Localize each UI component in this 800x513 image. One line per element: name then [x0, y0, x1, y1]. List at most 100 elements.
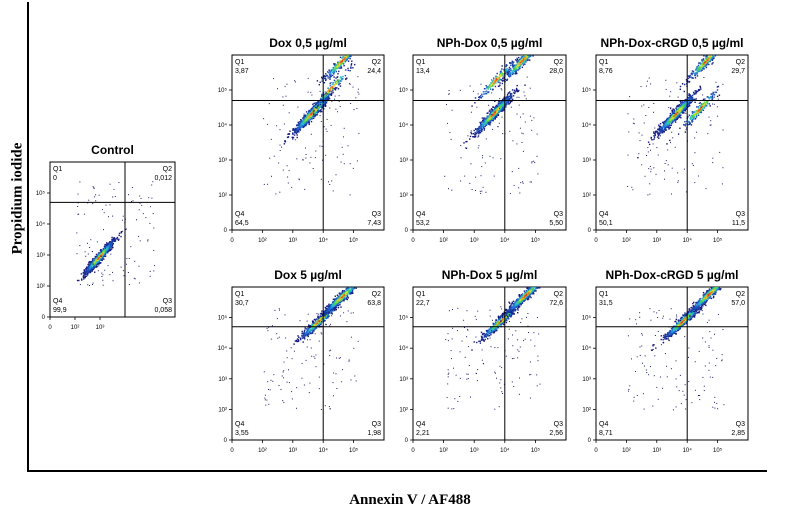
event-dot — [263, 118, 265, 120]
event-dot — [668, 125, 670, 127]
event-dot — [684, 131, 687, 133]
event-dot — [286, 136, 289, 139]
event-dot — [689, 96, 691, 98]
event-dot — [679, 88, 681, 90]
event-dot — [490, 82, 492, 84]
event-dot — [658, 129, 660, 131]
event-dot — [683, 104, 686, 106]
event-dot — [471, 105, 473, 107]
event-dot — [509, 75, 512, 77]
event-dot — [78, 279, 80, 282]
event-dot — [528, 59, 530, 61]
event-dot — [480, 97, 483, 99]
quadrant-id: Q2 — [554, 59, 563, 66]
event-dot — [336, 64, 338, 66]
event-dot — [325, 74, 328, 77]
event-dot — [79, 284, 81, 286]
quadrant-percent: 28,0 — [549, 68, 563, 75]
event-dot — [344, 61, 347, 63]
event-dot — [347, 56, 350, 59]
event-dot — [690, 95, 692, 97]
event-dot — [671, 109, 673, 112]
event-dot — [91, 269, 93, 271]
event-dot — [309, 162, 311, 164]
event-dot — [505, 106, 507, 108]
event-dot — [697, 112, 699, 115]
event-dot — [295, 129, 297, 132]
event-dot — [103, 253, 105, 255]
event-dot — [317, 102, 319, 104]
event-dot — [483, 117, 485, 120]
event-dot — [672, 118, 675, 121]
event-dot — [531, 162, 533, 164]
event-dot — [662, 129, 664, 132]
event-dot — [692, 118, 695, 120]
event-dot — [493, 175, 495, 177]
event-dot — [112, 280, 114, 282]
event-dot — [311, 108, 313, 111]
event-dot — [125, 229, 127, 231]
event-dot — [674, 119, 676, 121]
event-dot — [495, 115, 497, 117]
event-dot — [318, 84, 320, 86]
event-dot — [299, 129, 302, 131]
event-dot — [502, 108, 504, 110]
event-dot — [520, 62, 523, 64]
event-dot — [85, 271, 87, 273]
event-dot — [328, 88, 330, 91]
event-dot — [481, 166, 483, 168]
event-dot — [688, 93, 690, 95]
event-dot — [282, 169, 284, 171]
y-tick-label: 10³ — [399, 158, 408, 164]
event-dot — [694, 118, 696, 120]
event-dot — [109, 244, 111, 246]
event-dot — [296, 134, 298, 136]
event-dot — [355, 97, 357, 99]
event-dot — [675, 107, 677, 109]
event-dot — [479, 96, 482, 99]
event-dot — [501, 116, 503, 118]
event-dot — [506, 93, 509, 96]
event-dot — [654, 133, 656, 135]
event-dot — [109, 204, 111, 206]
event-dot — [508, 76, 511, 78]
event-dot — [680, 108, 683, 110]
event-dot — [681, 103, 683, 106]
event-dot — [687, 75, 690, 77]
event-dot — [699, 104, 702, 107]
event-dot — [512, 98, 514, 100]
event-dot — [84, 275, 86, 278]
event-dot — [716, 95, 719, 98]
event-dot — [357, 91, 359, 93]
event-dot — [88, 272, 90, 274]
event-dot — [693, 111, 695, 114]
event-dot — [482, 91, 485, 93]
event-dot — [647, 141, 650, 143]
event-dot — [469, 138, 471, 140]
event-dot — [329, 71, 332, 73]
quadrant-id: Q3 — [163, 298, 172, 305]
event-dot — [704, 61, 706, 63]
event-dot — [293, 132, 296, 134]
event-dot — [507, 72, 509, 75]
event-dot — [688, 114, 691, 116]
event-dot — [109, 245, 112, 247]
event-dot — [102, 254, 104, 256]
event-dot — [337, 81, 340, 84]
event-dot — [512, 91, 514, 93]
event-dot — [340, 78, 343, 80]
event-dot — [492, 112, 494, 114]
event-dot — [493, 82, 495, 84]
event-dot — [633, 123, 635, 125]
y-tick-label: 10² — [582, 193, 591, 199]
event-dot — [305, 111, 308, 113]
event-dot — [522, 63, 524, 65]
event-dot — [337, 64, 339, 66]
event-dot — [338, 95, 340, 97]
event-dot — [330, 94, 332, 96]
event-dot — [314, 115, 316, 118]
event-dot — [478, 127, 480, 129]
event-dot — [491, 92, 493, 94]
event-dot — [91, 259, 94, 262]
event-dot — [287, 136, 289, 138]
